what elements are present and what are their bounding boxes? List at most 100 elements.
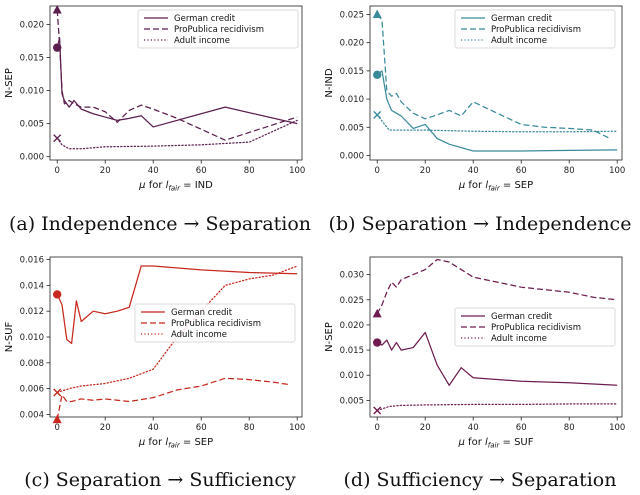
x-tick-label: 60 xyxy=(196,166,207,176)
series-line-3 xyxy=(56,119,298,150)
x-tick-label: 60 xyxy=(196,423,207,433)
x-tick-label: 80 xyxy=(564,423,575,433)
y-tick-label: 0.010 xyxy=(20,87,44,97)
y-tick-label: 0.025 xyxy=(340,10,364,20)
x-tick-label: 20 xyxy=(420,166,431,176)
x-tick-label: 40 xyxy=(148,166,159,176)
x-tick-label: 20 xyxy=(100,423,111,433)
panel-d: 0 20 40 60 80 100 0.005 0.010 0.015 0.020 0.025 0.0… xyxy=(320,247,640,494)
legend-label-3: Adult income xyxy=(491,36,547,46)
chart-c: 0 20 40 60 80 100 0.004 0.006 0.008 0.010 0.012 0.0… xyxy=(4,256,305,450)
series-line-2 xyxy=(376,258,618,315)
x-tick-label: 20 xyxy=(100,166,111,176)
series-marker-circle xyxy=(53,290,62,299)
x-tick-label: 40 xyxy=(468,166,479,176)
x-axis-label: μ for lfair = SUF xyxy=(458,437,534,450)
y-tick-label: 0.014 xyxy=(20,281,44,291)
series-line-1 xyxy=(376,331,618,386)
y-tick-label: 0.020 xyxy=(340,39,364,49)
legend-label-3: Adult income xyxy=(491,334,547,344)
y-tick-label: 0.030 xyxy=(340,271,364,281)
x-tick-label: 40 xyxy=(468,423,479,433)
y-tick-label: 0.020 xyxy=(340,321,364,331)
x-tick-label: 0 xyxy=(54,166,59,176)
x-tick-label: 0 xyxy=(54,423,59,433)
series-line-3 xyxy=(376,114,618,133)
legend-label-2: ProPublica recidivism xyxy=(171,319,261,329)
series-marker-cross xyxy=(373,406,382,415)
panel-b: 0 20 40 60 80 100 0.000 0.005 0.010 0.015 0.020 0.0… xyxy=(320,0,640,247)
caption-d: (d) Sufficiency → Separation xyxy=(343,469,617,491)
legend-label-1: German credit xyxy=(174,14,236,24)
x-tick-label: 60 xyxy=(516,166,527,176)
legend-label-3: Adult income xyxy=(174,36,230,46)
series-line-2 xyxy=(56,377,291,420)
x-tick-label: 100 xyxy=(289,423,305,433)
series-line-1 xyxy=(376,70,618,152)
chart-a: 0 20 40 60 80 100 0.000 0.005 0.010 0.015 0.020 N-S… xyxy=(4,4,305,193)
series-marker-triangle xyxy=(52,414,62,424)
x-tick-label: 100 xyxy=(609,166,625,176)
series-marker-triangle xyxy=(372,308,382,318)
y-tick-label: 0.010 xyxy=(340,371,364,381)
y-tick-label: 0.005 xyxy=(20,120,44,130)
y-axis-label: N-IND xyxy=(324,68,335,98)
y-tick-label: 0.015 xyxy=(340,346,364,356)
x-tick-label: 80 xyxy=(564,166,575,176)
legend-box xyxy=(134,303,296,343)
y-tick-label: 0.008 xyxy=(20,359,44,369)
x-axis-label: μ for lfair = SEP xyxy=(138,437,213,450)
y-tick-label: 0.012 xyxy=(20,307,44,317)
panel-c: 0 20 40 60 80 100 0.004 0.006 0.008 0.010 0.012 0.0… xyxy=(0,247,320,494)
y-tick-label: 0.025 xyxy=(340,296,364,306)
x-tick-label: 60 xyxy=(516,423,527,433)
y-tick-label: 0.006 xyxy=(20,385,44,395)
plot-frame xyxy=(369,256,623,418)
series-marker-circle xyxy=(373,70,382,80)
series-line-2 xyxy=(376,14,611,140)
legend-label-2: ProPublica recidivism xyxy=(491,25,581,35)
y-tick-label: 0.015 xyxy=(340,67,364,77)
series-marker-triangle xyxy=(52,4,62,14)
series-line-3 xyxy=(56,265,298,394)
legend-label-2: ProPublica recidivism xyxy=(491,323,581,333)
legend-label-1: German credit xyxy=(491,312,553,322)
plot-frame xyxy=(369,5,623,161)
y-axis-label: N-SEP xyxy=(324,322,335,352)
legend-label-2: ProPublica recidivism xyxy=(174,25,264,35)
series-line-3 xyxy=(376,403,618,412)
x-tick-label: 0 xyxy=(374,166,379,176)
x-tick-label: 80 xyxy=(244,166,255,176)
x-tick-label: 20 xyxy=(420,423,431,433)
series-line-1 xyxy=(56,37,298,128)
y-axis-label: N-SEP xyxy=(4,68,15,98)
y-axis-label: N-SUF xyxy=(4,322,15,353)
legend-box xyxy=(454,307,616,347)
panel-a: 0 20 40 60 80 100 0.000 0.005 0.010 0.015 0.020 N-S… xyxy=(0,0,320,247)
series-marker-triangle xyxy=(372,9,382,18)
caption-a: (a) Independence → Separation xyxy=(8,213,312,235)
chart-d: 0 20 40 60 80 100 0.005 0.010 0.015 0.020 0.025 0.0… xyxy=(324,256,625,450)
x-tick-label: 0 xyxy=(374,423,379,433)
series-marker-cross xyxy=(53,134,62,143)
x-axis-label: μ for lfair = IND xyxy=(138,180,213,193)
legend-label-3: Adult income xyxy=(171,330,227,340)
x-tick-label: 100 xyxy=(289,166,305,176)
series-marker-cross xyxy=(53,388,62,397)
caption-b: (b) Separation → Independence xyxy=(328,213,632,235)
y-tick-label: 0.010 xyxy=(340,95,364,105)
legend-label-1: German credit xyxy=(491,14,553,24)
series-line-1 xyxy=(56,265,298,345)
caption-c: (c) Separation → Sufficiency xyxy=(24,469,296,491)
y-tick-label: 0.015 xyxy=(20,54,44,64)
chart-b: 0 20 40 60 80 100 0.000 0.005 0.010 0.015 0.020 0.0… xyxy=(324,5,625,193)
legend-box xyxy=(454,9,616,49)
y-tick-label: 0.000 xyxy=(340,151,364,161)
x-tick-label: 80 xyxy=(244,423,255,433)
series-marker-cross xyxy=(373,110,382,119)
x-axis-label: μ for lfair = SEP xyxy=(458,180,533,193)
series-line-2 xyxy=(56,9,298,141)
y-tick-label: 0.000 xyxy=(20,153,44,163)
y-tick-label: 0.020 xyxy=(20,21,44,31)
legend-label-1: German credit xyxy=(171,308,233,318)
